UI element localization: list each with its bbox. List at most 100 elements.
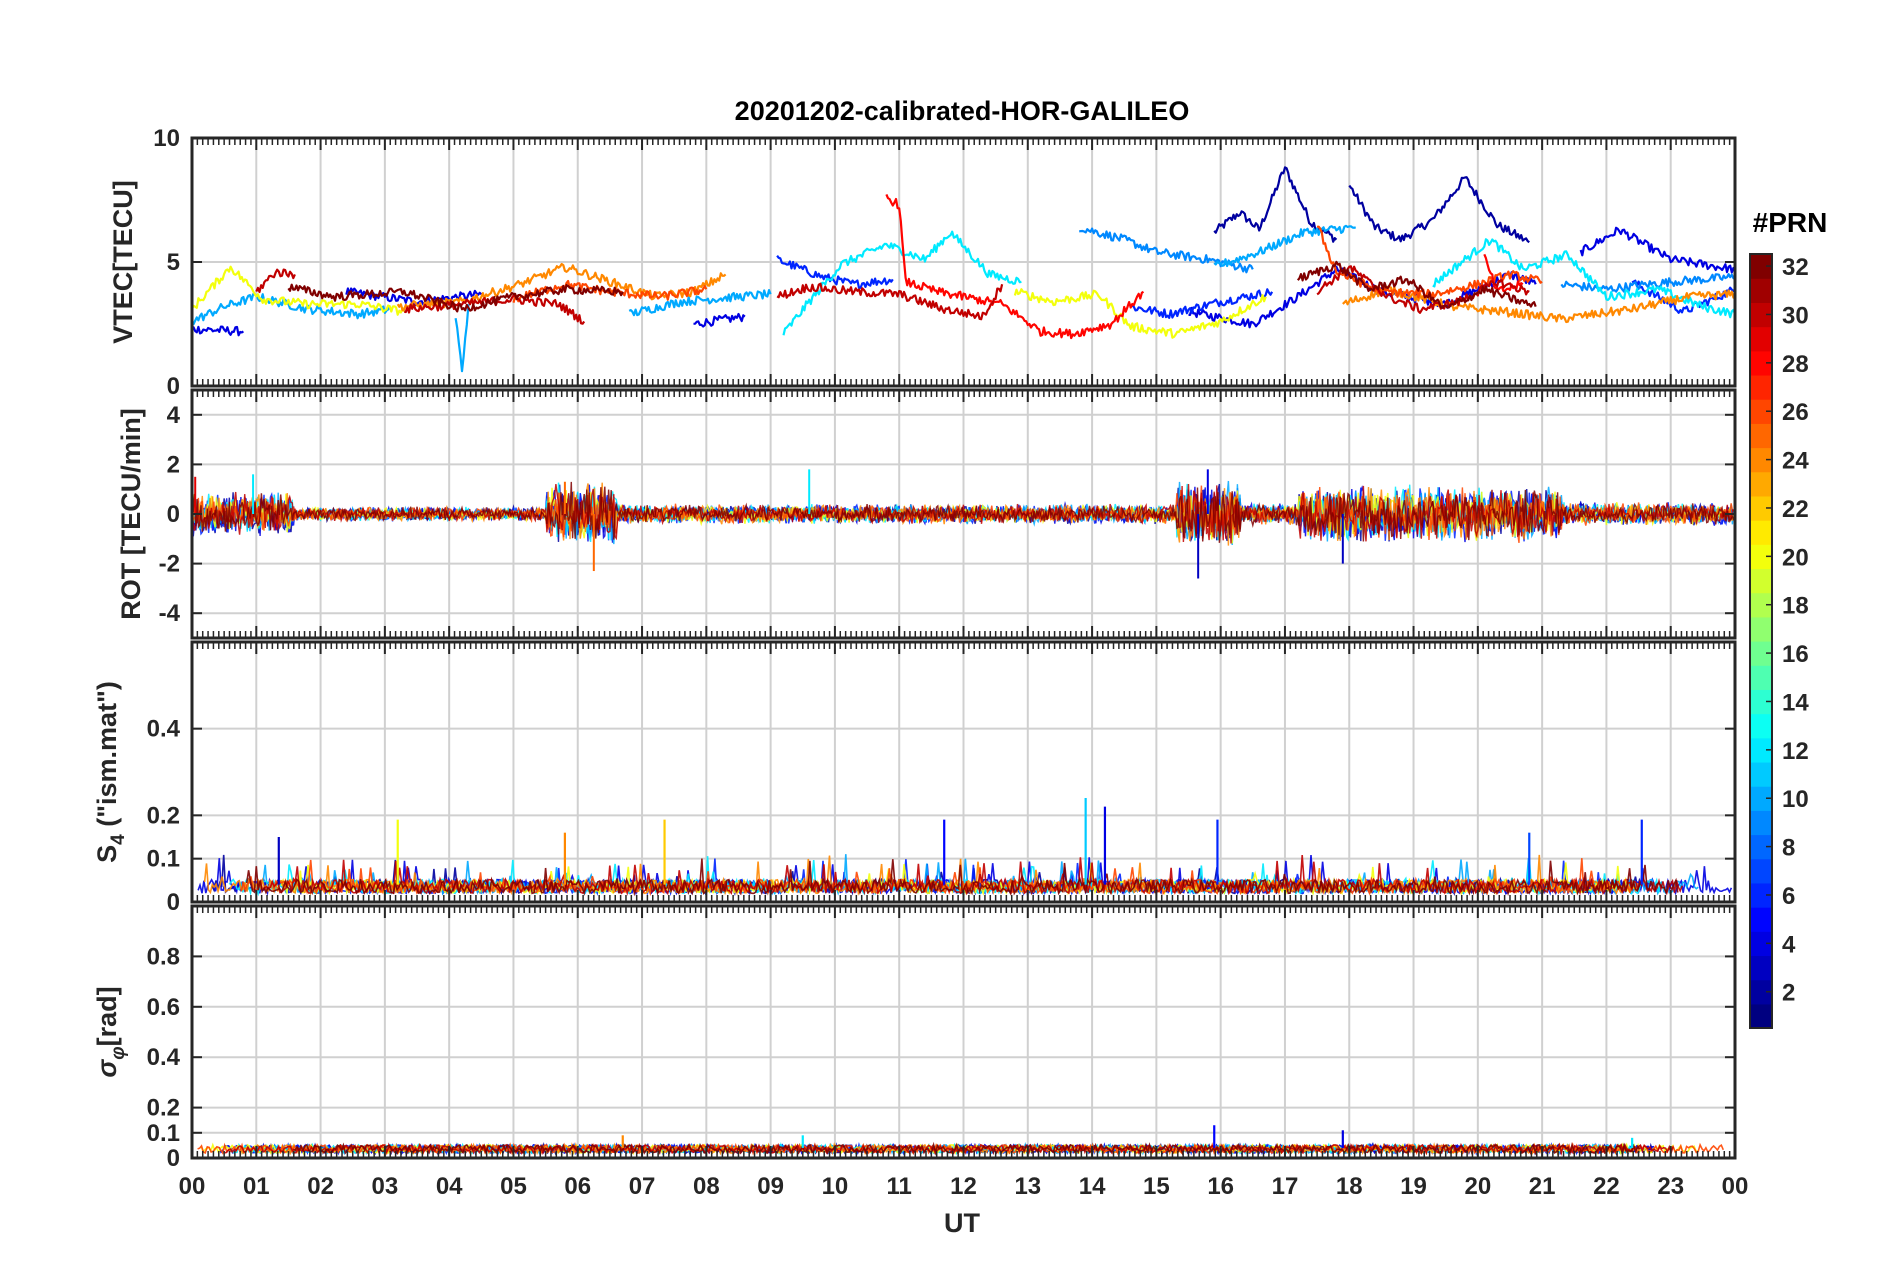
vtec-series-prn-30	[255, 268, 296, 294]
colorbar-tick-label: 28	[1782, 351, 1809, 378]
colorbar-swatch	[1750, 641, 1772, 666]
x-tick-label: 09	[757, 1173, 784, 1200]
colorbar-swatch	[1750, 761, 1772, 787]
y-tick-label: 0	[167, 889, 180, 916]
colorbar-swatch	[1750, 713, 1772, 739]
colorbar-tick-label: 32	[1782, 254, 1809, 281]
x-tick-label: 00	[1722, 1173, 1749, 1200]
chart-title: 20201202-calibrated-HOR-GALILEO	[735, 96, 1190, 126]
panel-s4-ylabel: S4 ("ism.mat")	[92, 681, 129, 863]
vtec-series-prn-10	[1213, 224, 1357, 268]
colorbar-swatch	[1750, 810, 1772, 836]
panel-vtec-data	[192, 166, 1735, 373]
x-tick-label: 05	[500, 1173, 527, 1200]
x-tick-label: 03	[372, 1173, 399, 1200]
x-tick-label: 22	[1593, 1173, 1620, 1200]
x-tick-label: 00	[179, 1173, 206, 1200]
y-tick-label: 2	[167, 451, 180, 478]
colorbar-tick-label: 6	[1782, 883, 1795, 910]
y-tick-label: 0.2	[147, 1095, 180, 1122]
x-tick-label: 23	[1657, 1173, 1684, 1200]
colorbar-swatch	[1750, 471, 1772, 497]
panel-vtec-grid	[192, 138, 1735, 386]
x-tick-label: 04	[436, 1173, 463, 1200]
panel-rot-ylabel: ROT [TECU/min]	[116, 408, 146, 619]
x-tick-label: 14	[1079, 1173, 1106, 1200]
vtec-series-prn-10	[454, 304, 470, 373]
colorbar-tick-label: 2	[1782, 980, 1795, 1007]
panel-s4-frame	[190, 640, 1737, 904]
colorbar-swatch	[1750, 520, 1772, 545]
panel-rot-data	[192, 469, 1735, 579]
panel-rot: -4 -2 0 2 4 ROT [TECU/min]	[116, 388, 1737, 640]
colorbar-swatch	[1750, 737, 1772, 763]
colorbar-swatch	[1750, 399, 1772, 424]
vtec-series-prn-12	[1432, 238, 1735, 319]
vtec-series-prn-32	[1296, 260, 1537, 309]
colorbar-swatches	[1750, 254, 1772, 1029]
colorbar-swatch	[1750, 447, 1772, 473]
x-tick-label: 12	[950, 1173, 977, 1200]
colorbar-tick-label: 20	[1782, 544, 1809, 571]
y-tick-label: -4	[159, 600, 181, 627]
vtec-series-prn-26	[512, 279, 708, 303]
x-tick-label: 06	[564, 1173, 591, 1200]
panel-sigma-phi-data	[197, 1125, 1725, 1157]
vtec-series-prn-30	[1316, 265, 1530, 314]
vtec-series-prn-4	[693, 312, 746, 328]
y-tick-label: 0.1	[147, 846, 180, 873]
vtec-series-prn-28	[885, 193, 1145, 340]
x-tick-label: 07	[629, 1173, 656, 1200]
colorbar-swatch	[1750, 544, 1772, 570]
panel-rot-frame	[190, 388, 1737, 640]
vtec-series-prn-24	[1342, 285, 1735, 324]
vtec-series-prn-32	[287, 283, 624, 313]
x-tick-label: 01	[243, 1173, 270, 1200]
panel-vtec-frame	[190, 136, 1737, 388]
sigma_phi-series-prn-32	[292, 1141, 1641, 1156]
y-tick-label: 10	[153, 125, 180, 152]
x-tick-label: 08	[693, 1173, 720, 1200]
x-tick-label: 18	[1336, 1173, 1363, 1200]
x-tick-label: 13	[1014, 1173, 1041, 1200]
y-tick-label: 0.8	[147, 943, 180, 970]
x-tick-label: 15	[1143, 1173, 1170, 1200]
y-tick-label: -2	[159, 551, 180, 578]
colorbar-swatch	[1750, 834, 1772, 860]
panel-sigma-phi-ylabel: σφ[rad]	[92, 986, 129, 1077]
x-tick-label: 20	[1464, 1173, 1491, 1200]
y-tick-label: 0.6	[147, 994, 180, 1021]
colorbar-swatch	[1750, 1003, 1772, 1029]
x-tick-label: 17	[1272, 1173, 1299, 1200]
colorbar-tick-label: 10	[1782, 786, 1809, 813]
vtec-series-prn-20	[1013, 288, 1267, 339]
sigma_phi-series-prn-30	[224, 1142, 1674, 1157]
colorbar-swatch	[1750, 786, 1772, 811]
colorbar-swatch	[1750, 326, 1772, 352]
vtec-series-prn-2	[1348, 176, 1530, 244]
rot-series-prn-32	[192, 481, 1735, 543]
y-tick-label: 0.1	[147, 1120, 180, 1147]
colorbar-tick-label: 14	[1782, 689, 1809, 716]
colorbar-tick-label: 8	[1782, 835, 1795, 862]
colorbar-swatch	[1750, 858, 1772, 884]
colorbar-swatch	[1750, 423, 1772, 449]
colorbar-swatch	[1750, 495, 1772, 521]
y-tick-label: 0	[167, 373, 180, 400]
panel-sigma-phi: 00.10.2 0.4 0.6 0.8 σφ[rad]	[92, 904, 1737, 1172]
x-tick-label: 10	[822, 1173, 849, 1200]
colorbar-tick-label: 18	[1782, 593, 1809, 620]
vtec-series-prn-10	[628, 289, 772, 317]
y-tick-label: 0	[167, 1145, 180, 1172]
colorbar-swatch	[1750, 665, 1772, 690]
panel-vtec-ylabel: VTEC[TECU]	[108, 180, 138, 344]
vtec-series-prn-9	[1560, 273, 1735, 293]
y-tick-label: 0.4	[147, 716, 181, 743]
x-axis-label: UT	[944, 1208, 980, 1238]
y-tick-label: 0	[167, 501, 180, 528]
colorbar-swatch	[1750, 374, 1772, 400]
colorbar-swatch	[1750, 907, 1772, 932]
panel-s4-grid	[192, 642, 1735, 902]
